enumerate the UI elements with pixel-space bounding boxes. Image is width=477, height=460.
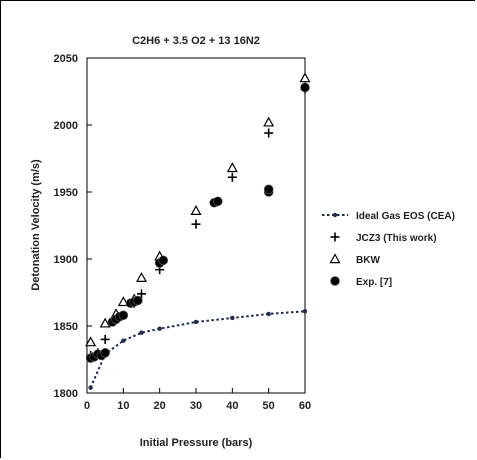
data-point xyxy=(190,205,202,215)
data-point xyxy=(302,309,308,314)
data-point xyxy=(121,338,126,343)
ticks-layer: 0 10 20 30 40 50 60 1800 1850 1900 1950 2000 2050 xyxy=(54,53,312,412)
legend-label: Ideal Gas EOS (CEA) xyxy=(356,211,455,222)
data-point xyxy=(263,184,274,195)
y-tick-label: 2050 xyxy=(54,53,78,65)
series-0 xyxy=(88,309,308,390)
data-point xyxy=(213,196,223,207)
legend-entry: BKW xyxy=(329,253,380,266)
x-tick-label: 20 xyxy=(154,400,166,412)
legend-marker xyxy=(329,253,341,264)
legend-label: JCZ3 (This work) xyxy=(356,233,437,244)
chart-title: C2H6 + 3.5 O2 + 13 16N2 xyxy=(132,35,260,47)
y-tick-label: 2000 xyxy=(54,120,78,132)
legend-marker xyxy=(332,212,338,218)
data-point xyxy=(117,296,129,307)
data-point xyxy=(135,272,148,282)
data-point xyxy=(264,128,274,138)
legend: Ideal Gas EOS (CEA) JCZ3 (This work) BKW Ex… xyxy=(322,211,455,288)
y-tick-label: 1900 xyxy=(54,254,78,266)
data-point xyxy=(263,116,275,127)
data-point xyxy=(88,385,93,390)
series-layer xyxy=(85,72,311,390)
data-point xyxy=(191,219,201,229)
legend-marker xyxy=(330,276,340,286)
data-point xyxy=(300,82,310,93)
series-2 xyxy=(85,72,311,347)
data-point xyxy=(100,334,110,344)
legend-entry: JCZ3 (This work) xyxy=(330,232,437,244)
data-point xyxy=(158,255,169,266)
series-line xyxy=(89,310,306,388)
data-point xyxy=(137,289,146,299)
x-tick-label: 50 xyxy=(263,400,275,412)
series-3 xyxy=(85,82,310,363)
data-point xyxy=(266,311,271,317)
x-tick-label: 10 xyxy=(117,400,129,412)
data-point xyxy=(118,310,129,321)
data-point xyxy=(227,172,237,182)
data-point xyxy=(139,330,144,335)
y-axis-title: Detonation Velocity (m/s) xyxy=(30,159,42,291)
y-tick-label: 1850 xyxy=(54,321,78,333)
legend-label: Exp. [7] xyxy=(356,277,392,288)
y-tick-label: 1800 xyxy=(54,388,78,400)
data-point xyxy=(226,162,238,173)
data-point xyxy=(193,319,199,325)
data-point xyxy=(133,295,143,306)
x-tick-label: 60 xyxy=(299,400,311,412)
legend-entry: Ideal Gas EOS (CEA) xyxy=(322,211,455,222)
x-tick-label: 30 xyxy=(190,400,202,412)
legend-marker xyxy=(330,232,340,242)
x-tick-label: 0 xyxy=(84,400,90,412)
data-point xyxy=(230,315,235,321)
legend-entry: Exp. [7] xyxy=(330,276,392,288)
x-axis-title: Initial Pressure (bars) xyxy=(140,437,253,449)
data-point xyxy=(85,336,97,347)
data-point xyxy=(99,317,111,328)
x-tick-label: 40 xyxy=(226,400,238,412)
legend-label: BKW xyxy=(356,255,380,266)
data-point xyxy=(299,72,311,83)
y-tick-label: 1950 xyxy=(54,187,78,199)
data-point xyxy=(157,326,162,331)
data-point xyxy=(100,347,110,358)
